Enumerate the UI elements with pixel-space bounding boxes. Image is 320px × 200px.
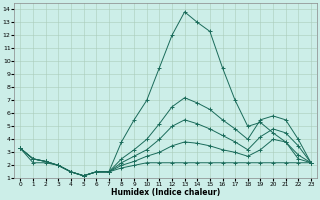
X-axis label: Humidex (Indice chaleur): Humidex (Indice chaleur) xyxy=(111,188,220,197)
